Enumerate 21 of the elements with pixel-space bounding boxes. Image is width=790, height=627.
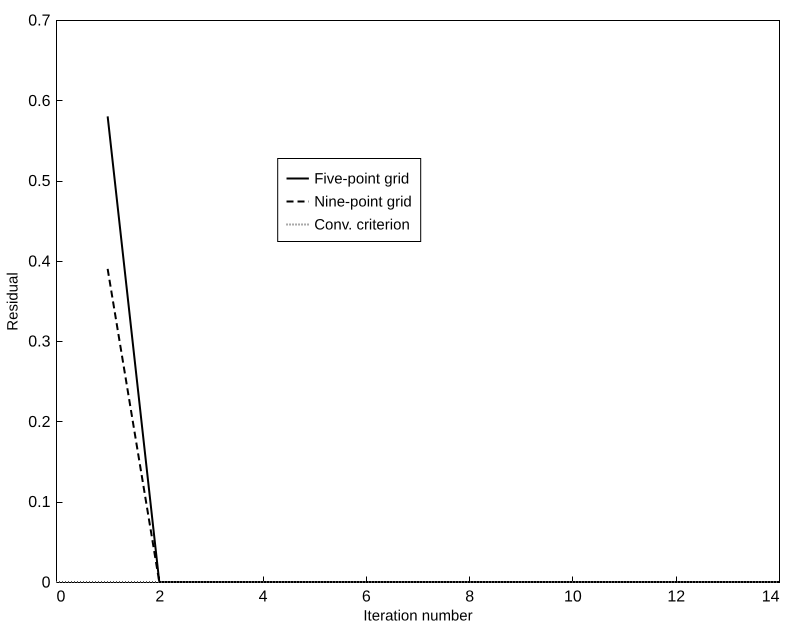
y-tick-label: 0.5	[28, 173, 51, 190]
x-tick-label: 8	[465, 588, 474, 606]
x-tick-label: 12	[667, 588, 686, 606]
y-tick-label: 0.6	[28, 92, 51, 110]
x-tick-label: 4	[258, 588, 268, 606]
legend-label: Nine-point grid	[314, 193, 412, 210]
legend-label: Conv. criterion	[314, 216, 410, 234]
x-tick-label: 14	[762, 588, 780, 606]
x-tick-label: 0	[56, 588, 66, 606]
x-tick-label: 2	[155, 588, 164, 606]
y-tick-label: 0.7	[28, 12, 51, 30]
legend-label: Five-point grid	[314, 170, 410, 188]
x-tick-label: 6	[362, 588, 371, 606]
y-tick-label: 0.4	[28, 253, 51, 270]
y-tick-label: 0.2	[28, 414, 51, 431]
y-tick-label: 0.1	[28, 494, 51, 512]
y-tick-label: 0.3	[28, 334, 51, 351]
x-axis-title: Iteration number	[363, 608, 473, 624]
x-tick-label: 10	[564, 588, 582, 606]
y-axis-title: Residual	[4, 272, 22, 331]
y-tick-label: 0	[42, 574, 51, 592]
